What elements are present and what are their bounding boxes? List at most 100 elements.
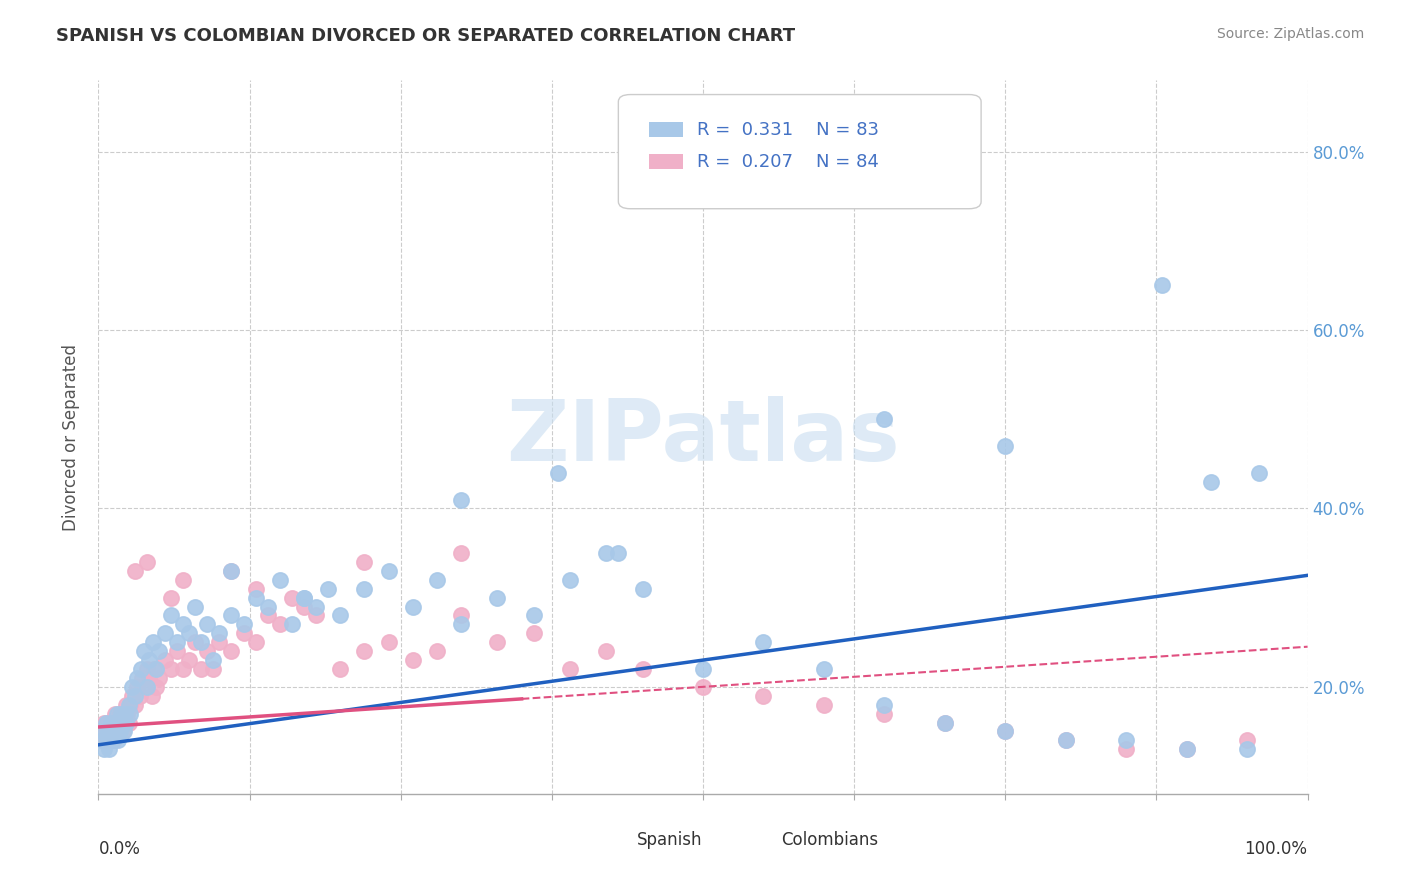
Point bbox=[184, 599, 207, 614]
Point bbox=[142, 635, 165, 649]
Point bbox=[121, 680, 143, 694]
Point bbox=[124, 564, 146, 578]
Point bbox=[292, 591, 315, 605]
Point bbox=[138, 671, 160, 685]
Point bbox=[523, 626, 546, 640]
Point bbox=[994, 724, 1017, 739]
Point bbox=[1115, 742, 1137, 756]
Point bbox=[934, 715, 956, 730]
Point bbox=[112, 706, 135, 721]
Point bbox=[91, 733, 114, 747]
Point bbox=[118, 698, 141, 712]
Point bbox=[269, 573, 291, 587]
Point bbox=[232, 626, 254, 640]
Point bbox=[813, 662, 835, 676]
Point bbox=[353, 644, 375, 658]
Point bbox=[221, 644, 243, 658]
Point bbox=[148, 644, 170, 658]
Point bbox=[98, 742, 121, 756]
FancyBboxPatch shape bbox=[595, 833, 630, 851]
Point bbox=[402, 653, 425, 667]
Point bbox=[450, 617, 472, 632]
Point bbox=[813, 698, 835, 712]
Point bbox=[994, 724, 1017, 739]
Point bbox=[402, 599, 425, 614]
Text: Spanish: Spanish bbox=[637, 831, 702, 849]
Point bbox=[994, 439, 1017, 453]
Point bbox=[98, 724, 121, 739]
Point bbox=[190, 635, 212, 649]
Point bbox=[1175, 742, 1198, 756]
Point bbox=[160, 608, 183, 623]
Point bbox=[131, 671, 153, 685]
Point bbox=[607, 546, 630, 560]
Point bbox=[160, 591, 183, 605]
Point bbox=[595, 644, 617, 658]
Point bbox=[486, 635, 509, 649]
Point bbox=[292, 599, 315, 614]
Point bbox=[245, 635, 267, 649]
Point bbox=[153, 653, 176, 667]
Point bbox=[208, 626, 231, 640]
Point bbox=[100, 715, 122, 730]
Point bbox=[135, 662, 157, 676]
Point bbox=[292, 591, 315, 605]
Point bbox=[208, 635, 231, 649]
Point bbox=[195, 617, 218, 632]
Point bbox=[1236, 742, 1258, 756]
Point bbox=[934, 715, 956, 730]
Point bbox=[558, 662, 581, 676]
Point bbox=[305, 608, 328, 623]
Point bbox=[752, 635, 775, 649]
Point bbox=[103, 715, 125, 730]
FancyBboxPatch shape bbox=[619, 95, 981, 209]
Point bbox=[281, 591, 304, 605]
Point bbox=[103, 733, 125, 747]
FancyBboxPatch shape bbox=[648, 153, 683, 169]
Point bbox=[1236, 733, 1258, 747]
Point bbox=[108, 715, 131, 730]
Text: 100.0%: 100.0% bbox=[1244, 840, 1308, 858]
Point bbox=[305, 599, 328, 614]
Point bbox=[138, 653, 160, 667]
Point bbox=[91, 724, 114, 739]
Point bbox=[353, 582, 375, 596]
Point bbox=[692, 680, 714, 694]
Point bbox=[108, 724, 131, 739]
Point bbox=[114, 706, 136, 721]
Text: ZIPatlas: ZIPatlas bbox=[506, 395, 900, 479]
Point bbox=[166, 635, 188, 649]
Point bbox=[450, 608, 472, 623]
Point bbox=[377, 635, 399, 649]
Point bbox=[96, 733, 118, 747]
Point bbox=[105, 706, 128, 721]
Point bbox=[547, 466, 569, 480]
Point bbox=[129, 662, 152, 676]
Point bbox=[141, 689, 163, 703]
Point bbox=[104, 706, 127, 721]
Point bbox=[90, 733, 112, 747]
Point bbox=[112, 724, 135, 739]
Point bbox=[202, 662, 225, 676]
Point bbox=[134, 680, 156, 694]
Point bbox=[118, 715, 141, 730]
Point bbox=[221, 564, 243, 578]
Point bbox=[245, 582, 267, 596]
Point bbox=[96, 733, 118, 747]
Text: Colombians: Colombians bbox=[782, 831, 879, 849]
Text: SPANISH VS COLOMBIAN DIVORCED OR SEPARATED CORRELATION CHART: SPANISH VS COLOMBIAN DIVORCED OR SEPARAT… bbox=[56, 27, 796, 45]
Point bbox=[148, 671, 170, 685]
Point bbox=[256, 608, 278, 623]
Point bbox=[1115, 733, 1137, 747]
Point bbox=[105, 724, 128, 739]
Point bbox=[100, 715, 122, 730]
Point bbox=[172, 617, 194, 632]
Point bbox=[153, 626, 176, 640]
Point bbox=[329, 608, 352, 623]
Point bbox=[107, 733, 129, 747]
Point bbox=[100, 733, 122, 747]
Point bbox=[631, 582, 654, 596]
Point bbox=[166, 644, 188, 658]
Point bbox=[221, 564, 243, 578]
Point bbox=[221, 608, 243, 623]
